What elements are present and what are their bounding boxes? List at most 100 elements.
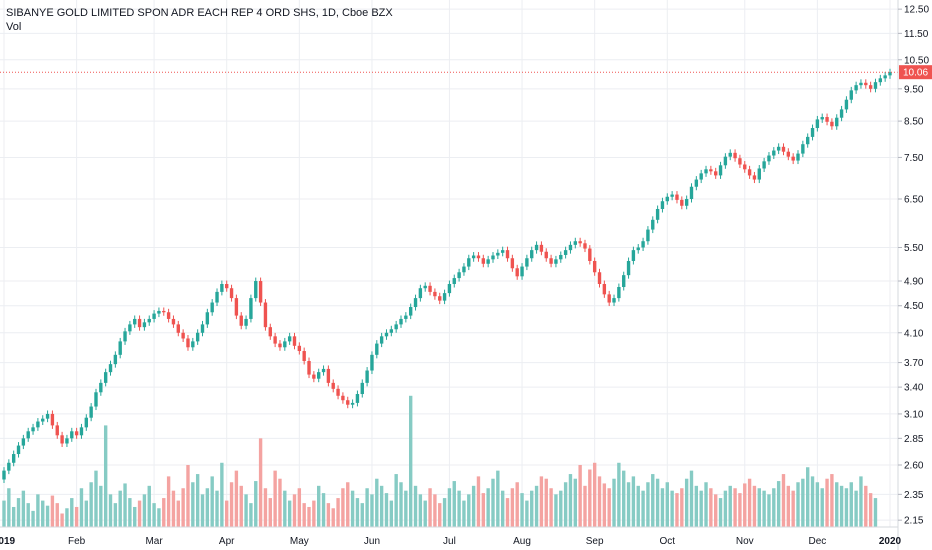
candle-body bbox=[883, 75, 887, 79]
candle-body bbox=[655, 208, 660, 220]
volume-bar bbox=[651, 474, 655, 527]
candle-body bbox=[283, 341, 287, 348]
candle-body bbox=[835, 117, 839, 127]
volume-bar bbox=[854, 490, 858, 527]
candle-body bbox=[520, 266, 524, 277]
volume-bar bbox=[496, 470, 500, 527]
candle-body bbox=[157, 310, 161, 314]
volume-bar bbox=[810, 476, 815, 527]
candle-body bbox=[103, 372, 108, 383]
candle-body bbox=[583, 243, 587, 249]
candle-body bbox=[181, 332, 185, 339]
volume-bar bbox=[123, 483, 127, 527]
volume-bar bbox=[142, 494, 147, 527]
candle-body bbox=[573, 241, 577, 245]
candle-body bbox=[476, 255, 481, 259]
volume-bar bbox=[108, 494, 113, 527]
candle-body bbox=[79, 427, 84, 436]
y-tick-label: 2.35 bbox=[904, 490, 924, 501]
candle-body bbox=[733, 152, 737, 159]
volume-bar bbox=[549, 488, 553, 527]
candle-body bbox=[200, 324, 205, 333]
candle-body bbox=[626, 260, 631, 276]
volume-bar bbox=[670, 490, 674, 527]
candle-body bbox=[781, 146, 786, 152]
volume-bar bbox=[588, 469, 592, 527]
candle-body bbox=[757, 168, 761, 180]
candle-body bbox=[612, 298, 616, 303]
volume-bar bbox=[350, 490, 355, 527]
volume-bar bbox=[200, 494, 205, 527]
volume-bar bbox=[225, 500, 229, 527]
y-tick-label: 3.10 bbox=[904, 409, 924, 420]
volume-bar bbox=[147, 485, 151, 527]
x-tick-label: 2020 bbox=[879, 536, 902, 547]
volume-bar bbox=[113, 503, 118, 527]
candle-body bbox=[651, 219, 655, 230]
volume-bar bbox=[660, 488, 665, 527]
volume-bar bbox=[268, 498, 272, 527]
candle-body bbox=[447, 283, 452, 294]
volume-bar bbox=[375, 478, 379, 527]
volume-bar bbox=[157, 508, 161, 527]
y-tick-label: 7.50 bbox=[904, 153, 924, 164]
candle-body bbox=[142, 322, 147, 328]
candle-body bbox=[370, 354, 374, 371]
candle-body bbox=[752, 175, 757, 180]
candle-body bbox=[84, 417, 89, 428]
volume-bar bbox=[704, 482, 708, 527]
candle-body bbox=[16, 445, 21, 455]
candle-body bbox=[602, 283, 607, 295]
volume-bar bbox=[791, 490, 795, 527]
x-tick-label: May bbox=[290, 536, 309, 547]
candle-body bbox=[762, 161, 766, 169]
volume-bar bbox=[55, 503, 59, 527]
volume-bar bbox=[539, 476, 544, 527]
volume-bar bbox=[70, 498, 74, 527]
volume-bar bbox=[738, 493, 742, 527]
candle-body bbox=[31, 427, 35, 432]
candle-body bbox=[815, 119, 820, 129]
x-tick-label: Jul bbox=[443, 536, 456, 547]
y-tick-label: 4.10 bbox=[904, 328, 924, 339]
candle-body bbox=[360, 382, 364, 395]
volume-bar bbox=[462, 500, 466, 527]
candle-body bbox=[646, 229, 650, 242]
volume-bar bbox=[254, 481, 258, 527]
candle-body bbox=[510, 258, 515, 269]
volume-bar bbox=[258, 438, 263, 527]
candle-body bbox=[423, 285, 427, 289]
candle-body bbox=[568, 244, 573, 251]
candle-body bbox=[728, 152, 732, 157]
volume-bar bbox=[287, 500, 292, 527]
volume-bar bbox=[89, 482, 93, 527]
candle-body bbox=[60, 435, 64, 444]
candle-body bbox=[694, 179, 699, 187]
candle-body bbox=[152, 313, 156, 319]
candle-body bbox=[7, 462, 11, 471]
candle-body bbox=[530, 250, 534, 259]
volume-bar bbox=[592, 462, 597, 527]
volume-bar bbox=[699, 490, 703, 527]
candle-body bbox=[670, 194, 674, 197]
candle-body bbox=[297, 345, 302, 352]
volume-bar bbox=[563, 482, 568, 527]
volume-bar bbox=[278, 478, 282, 527]
y-tick-label: 6.50 bbox=[904, 194, 924, 205]
volume-bar bbox=[481, 493, 486, 527]
volume-bar bbox=[718, 498, 723, 527]
volume-bar bbox=[94, 470, 98, 527]
volume-bar bbox=[118, 490, 122, 527]
candle-body bbox=[137, 318, 142, 328]
candle-body bbox=[767, 155, 771, 162]
candle-body bbox=[404, 315, 408, 319]
candle-body bbox=[801, 144, 805, 154]
volume-bar bbox=[559, 490, 563, 527]
volume-bar bbox=[292, 494, 297, 527]
candle-body bbox=[147, 318, 151, 323]
volume-bar bbox=[321, 493, 326, 527]
volume-bar bbox=[191, 482, 195, 527]
volume-bar bbox=[825, 478, 829, 527]
candle-body bbox=[849, 90, 853, 100]
volume-bar bbox=[11, 506, 16, 527]
